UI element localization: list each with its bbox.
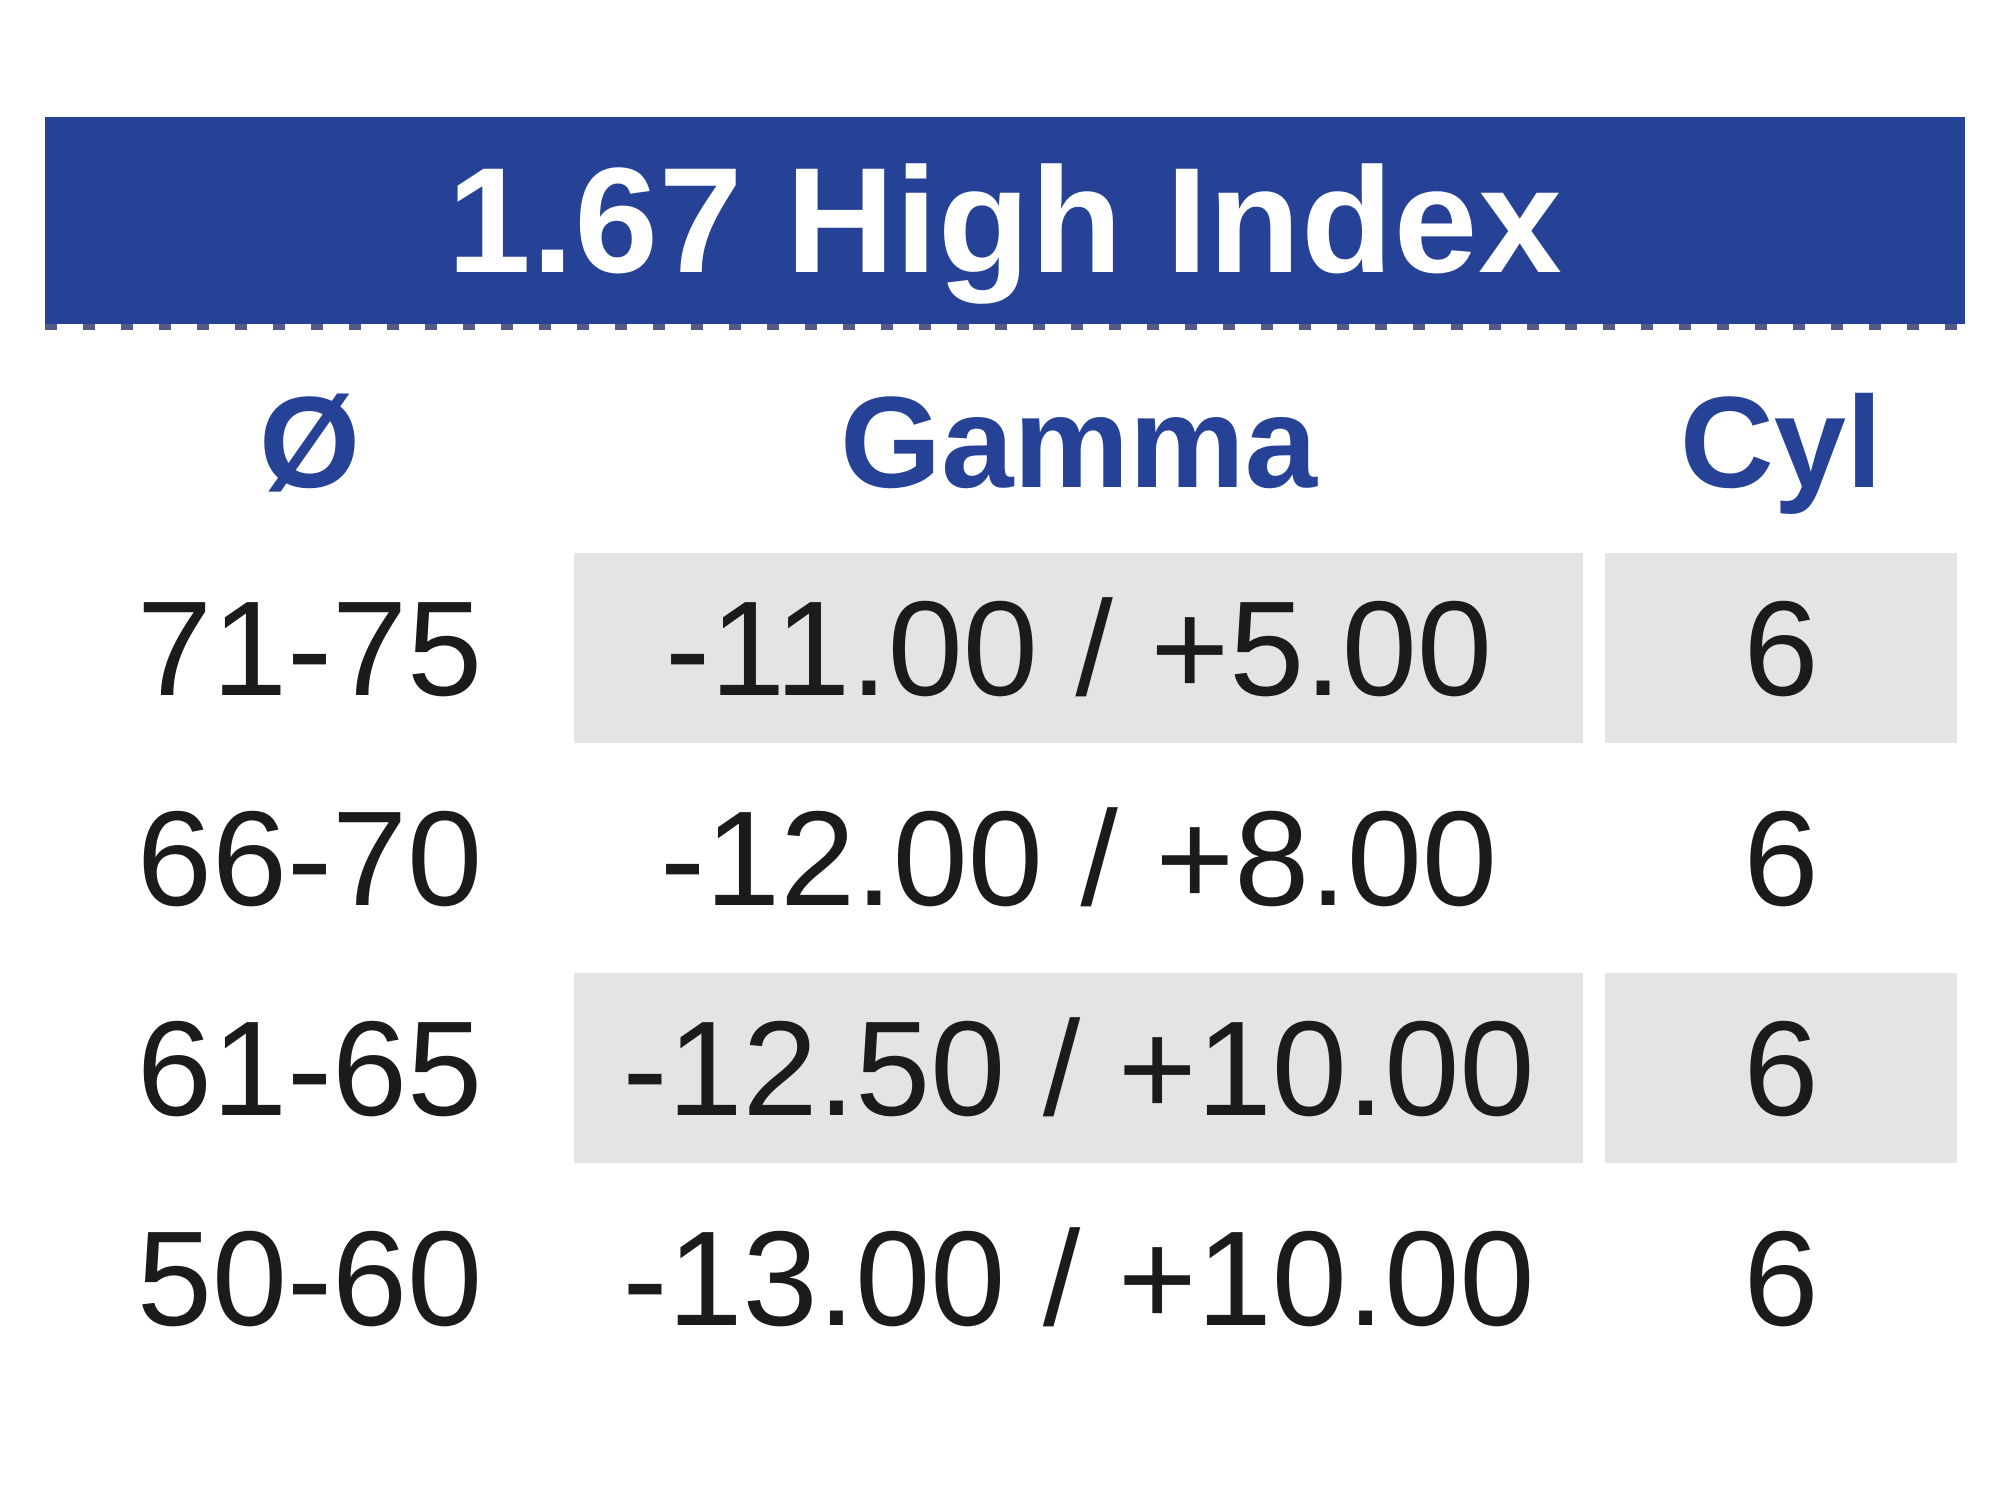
table-row: 50-60 -13.00 / +10.00 6 bbox=[45, 1183, 1965, 1373]
table-title-bar: 1.67 High Index bbox=[45, 117, 1965, 324]
table-body: 71-75 -11.00 / +5.00 6 66-70 -12.00 / +8… bbox=[45, 553, 1965, 1373]
table-row: 71-75 -11.00 / +5.00 6 bbox=[45, 553, 1965, 743]
table-row: 66-70 -12.00 / +8.00 6 bbox=[45, 763, 1965, 953]
lens-spec-table: 1.67 High Index Ø Gamma Cyl 71-75 -11.00… bbox=[45, 117, 1965, 1393]
diameter-cell: 50-60 bbox=[136, 1202, 483, 1354]
table-header-row: Ø Gamma Cyl bbox=[45, 330, 1965, 553]
gamma-cell: -13.00 / +10.00 bbox=[622, 1202, 1535, 1354]
cyl-cell: 6 bbox=[1605, 973, 1957, 1163]
gamma-cell: -12.00 / +8.00 bbox=[660, 782, 1497, 934]
column-gap bbox=[1583, 763, 1605, 953]
column-header-gamma: Gamma bbox=[840, 368, 1317, 515]
column-gap bbox=[1583, 553, 1605, 743]
table-title: 1.67 High Index bbox=[447, 136, 1563, 304]
diameter-cell: 61-65 bbox=[136, 992, 483, 1144]
column-header-diameter: Ø bbox=[258, 368, 361, 515]
column-header-cyl: Cyl bbox=[1679, 368, 1883, 515]
gamma-cell: -12.50 / +10.00 bbox=[574, 973, 1583, 1163]
title-bar-dashed-edge bbox=[45, 324, 1965, 330]
gamma-cell: -11.00 / +5.00 bbox=[574, 553, 1583, 743]
table-row: 61-65 -12.50 / +10.00 6 bbox=[45, 973, 1965, 1163]
column-gap bbox=[1583, 1183, 1605, 1373]
column-gap bbox=[1583, 973, 1605, 1163]
cyl-cell: 6 bbox=[1743, 1202, 1819, 1354]
diameter-cell: 66-70 bbox=[136, 782, 483, 934]
cyl-cell: 6 bbox=[1605, 553, 1957, 743]
diameter-cell: 71-75 bbox=[136, 572, 483, 724]
cyl-cell: 6 bbox=[1743, 782, 1819, 934]
